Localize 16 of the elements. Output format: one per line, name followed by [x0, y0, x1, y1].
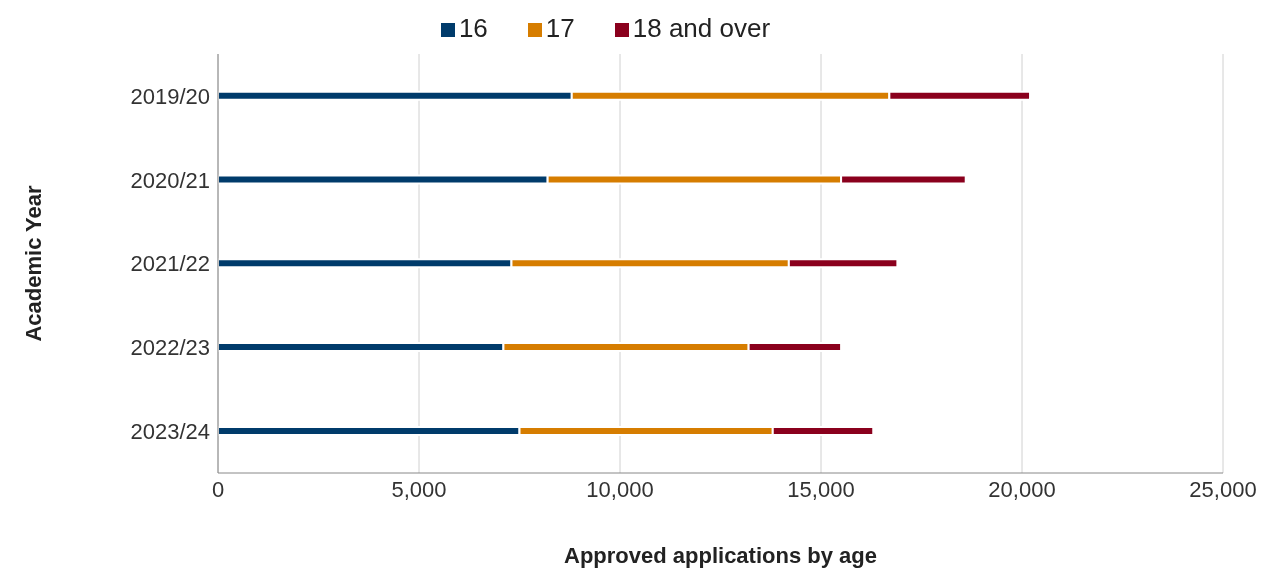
y-tick-label: 2019/20 — [130, 83, 210, 109]
legend-label: 16 — [458, 13, 488, 43]
y-tick-label: 2020/21 — [130, 167, 210, 193]
legend-label: 18 and over — [632, 13, 771, 43]
y-axis-title: Academic Year — [20, 184, 46, 342]
y-tick-label: 2023/24 — [130, 418, 210, 444]
x-tick-label: 5,000 — [391, 476, 447, 502]
x-tick-label: 20,000 — [988, 476, 1056, 502]
x-tick-label: 0 — [211, 476, 225, 502]
y-tick-label: 2022/23 — [130, 335, 210, 361]
x-axis-title: Approved applications by age — [564, 543, 877, 568]
x-tick-label: 15,000 — [787, 476, 855, 502]
x-tick-label: 25,000 — [1189, 476, 1257, 502]
legend-label: 17 — [545, 13, 575, 43]
y-tick-label: 2021/22 — [130, 251, 210, 277]
x-tick-label: 10,000 — [586, 476, 654, 502]
